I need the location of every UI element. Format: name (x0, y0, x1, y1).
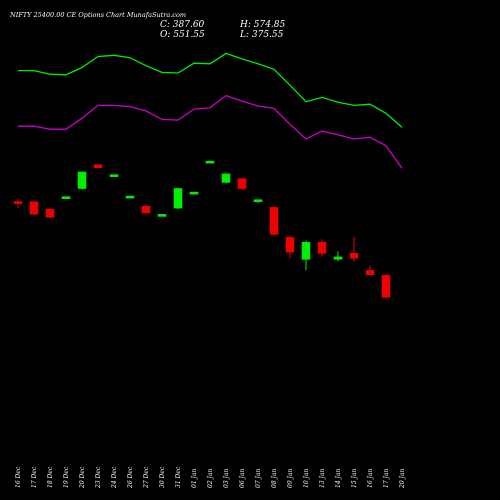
x-tick-label: 07 Jan (255, 468, 262, 488)
x-tick-label: 08 Jan (271, 468, 278, 488)
candle-11 (173, 187, 183, 210)
candle-body (125, 195, 135, 199)
x-tick-label: 19 Dec (63, 466, 70, 488)
x-tick-label: 01 Jan (191, 468, 198, 488)
candles (13, 160, 391, 299)
x-tick-label: 02 Jan (207, 468, 214, 488)
candle-14 (221, 173, 231, 184)
candle-body (173, 188, 183, 209)
close-label: C: 387.60 (160, 20, 205, 30)
candle-body (365, 270, 375, 275)
candle-body (157, 214, 167, 217)
candle-body (77, 171, 87, 189)
candle-7 (109, 174, 119, 177)
candle-12 (189, 191, 199, 195)
candle-body (45, 209, 55, 218)
chart-title: NIFTY 25400.00 CE Options Chart MunafaSu… (9, 11, 186, 19)
candle-3 (45, 208, 55, 219)
x-tick-label: 13 Jan (319, 468, 326, 488)
candle-13 (205, 160, 215, 164)
candle-23 (365, 265, 375, 275)
candle-8 (125, 195, 135, 199)
candle-body (221, 173, 231, 183)
candle-body (253, 199, 263, 202)
x-tick-label: 17 Jan (383, 468, 390, 488)
candle-body (381, 274, 391, 298)
candle-17 (269, 206, 279, 237)
candle-4 (61, 196, 71, 199)
candle-21 (333, 251, 343, 262)
candle-body (205, 160, 215, 164)
candle-body (93, 164, 103, 169)
candle-body (285, 237, 295, 253)
candle-5 (77, 171, 87, 190)
x-tick-label: 31 Dec (175, 466, 182, 488)
candle-body (237, 178, 247, 189)
indicator-lines (18, 52, 403, 169)
x-tick-label: 10 Jan (303, 468, 310, 488)
candle-body (317, 242, 327, 254)
candle-body (141, 205, 151, 214)
candle-18 (285, 235, 295, 259)
candle-16 (253, 199, 263, 204)
candle-body (13, 201, 23, 204)
candle-9 (141, 205, 151, 215)
x-tick-label: 16 Dec (15, 466, 22, 488)
candle-body (61, 196, 71, 199)
x-tick-label: 26 Dec (127, 466, 134, 489)
x-tick-label: 20 Dec (79, 466, 86, 489)
x-tick-label: 23 Dec (95, 466, 102, 489)
candle-body (29, 201, 39, 215)
candle-19 (301, 240, 311, 271)
candle-2 (29, 201, 39, 216)
x-tick-label: 14 Jan (335, 468, 342, 488)
candle-15 (237, 178, 247, 190)
x-tick-label: 06 Jan (239, 468, 246, 488)
indicator-line-1 (18, 52, 403, 128)
candle-body (189, 191, 199, 195)
low-label: L: 375.55 (239, 30, 284, 40)
x-tick-label: 17 Dec (31, 466, 38, 488)
candle-body (333, 256, 343, 260)
candle-body (109, 174, 119, 177)
x-tick-label: 24 Dec (111, 466, 118, 489)
x-tick-label: 30 Dec (159, 466, 166, 488)
candle-1 (13, 198, 23, 209)
x-tick-label: 16 Jan (367, 468, 374, 488)
candle-body (269, 207, 279, 235)
x-tick-label: 27 Dec (143, 466, 150, 489)
x-tick-label: 20 Jan (399, 468, 406, 489)
x-tick-label: 03 Jan (223, 468, 230, 488)
x-axis-ticks: 16 Dec 17 Dec 18 Dec 19 Dec 20 Dec 23 Dec 24 D… (15, 466, 406, 489)
candle-10 (157, 214, 167, 217)
candle-body (349, 253, 359, 259)
candle-body (301, 242, 311, 260)
candle-20 (317, 239, 327, 257)
x-tick-label: 09 Jan (287, 468, 294, 488)
candle-6 (93, 164, 103, 169)
indicator-line-2 (18, 94, 403, 169)
x-tick-label: 18 Dec (47, 466, 54, 488)
open-label: O: 551.55 (160, 30, 205, 40)
candle-22 (349, 236, 359, 262)
x-tick-label: 15 Jan (351, 468, 358, 488)
high-label: H: 574.85 (239, 20, 286, 30)
candle-24 (381, 274, 391, 299)
